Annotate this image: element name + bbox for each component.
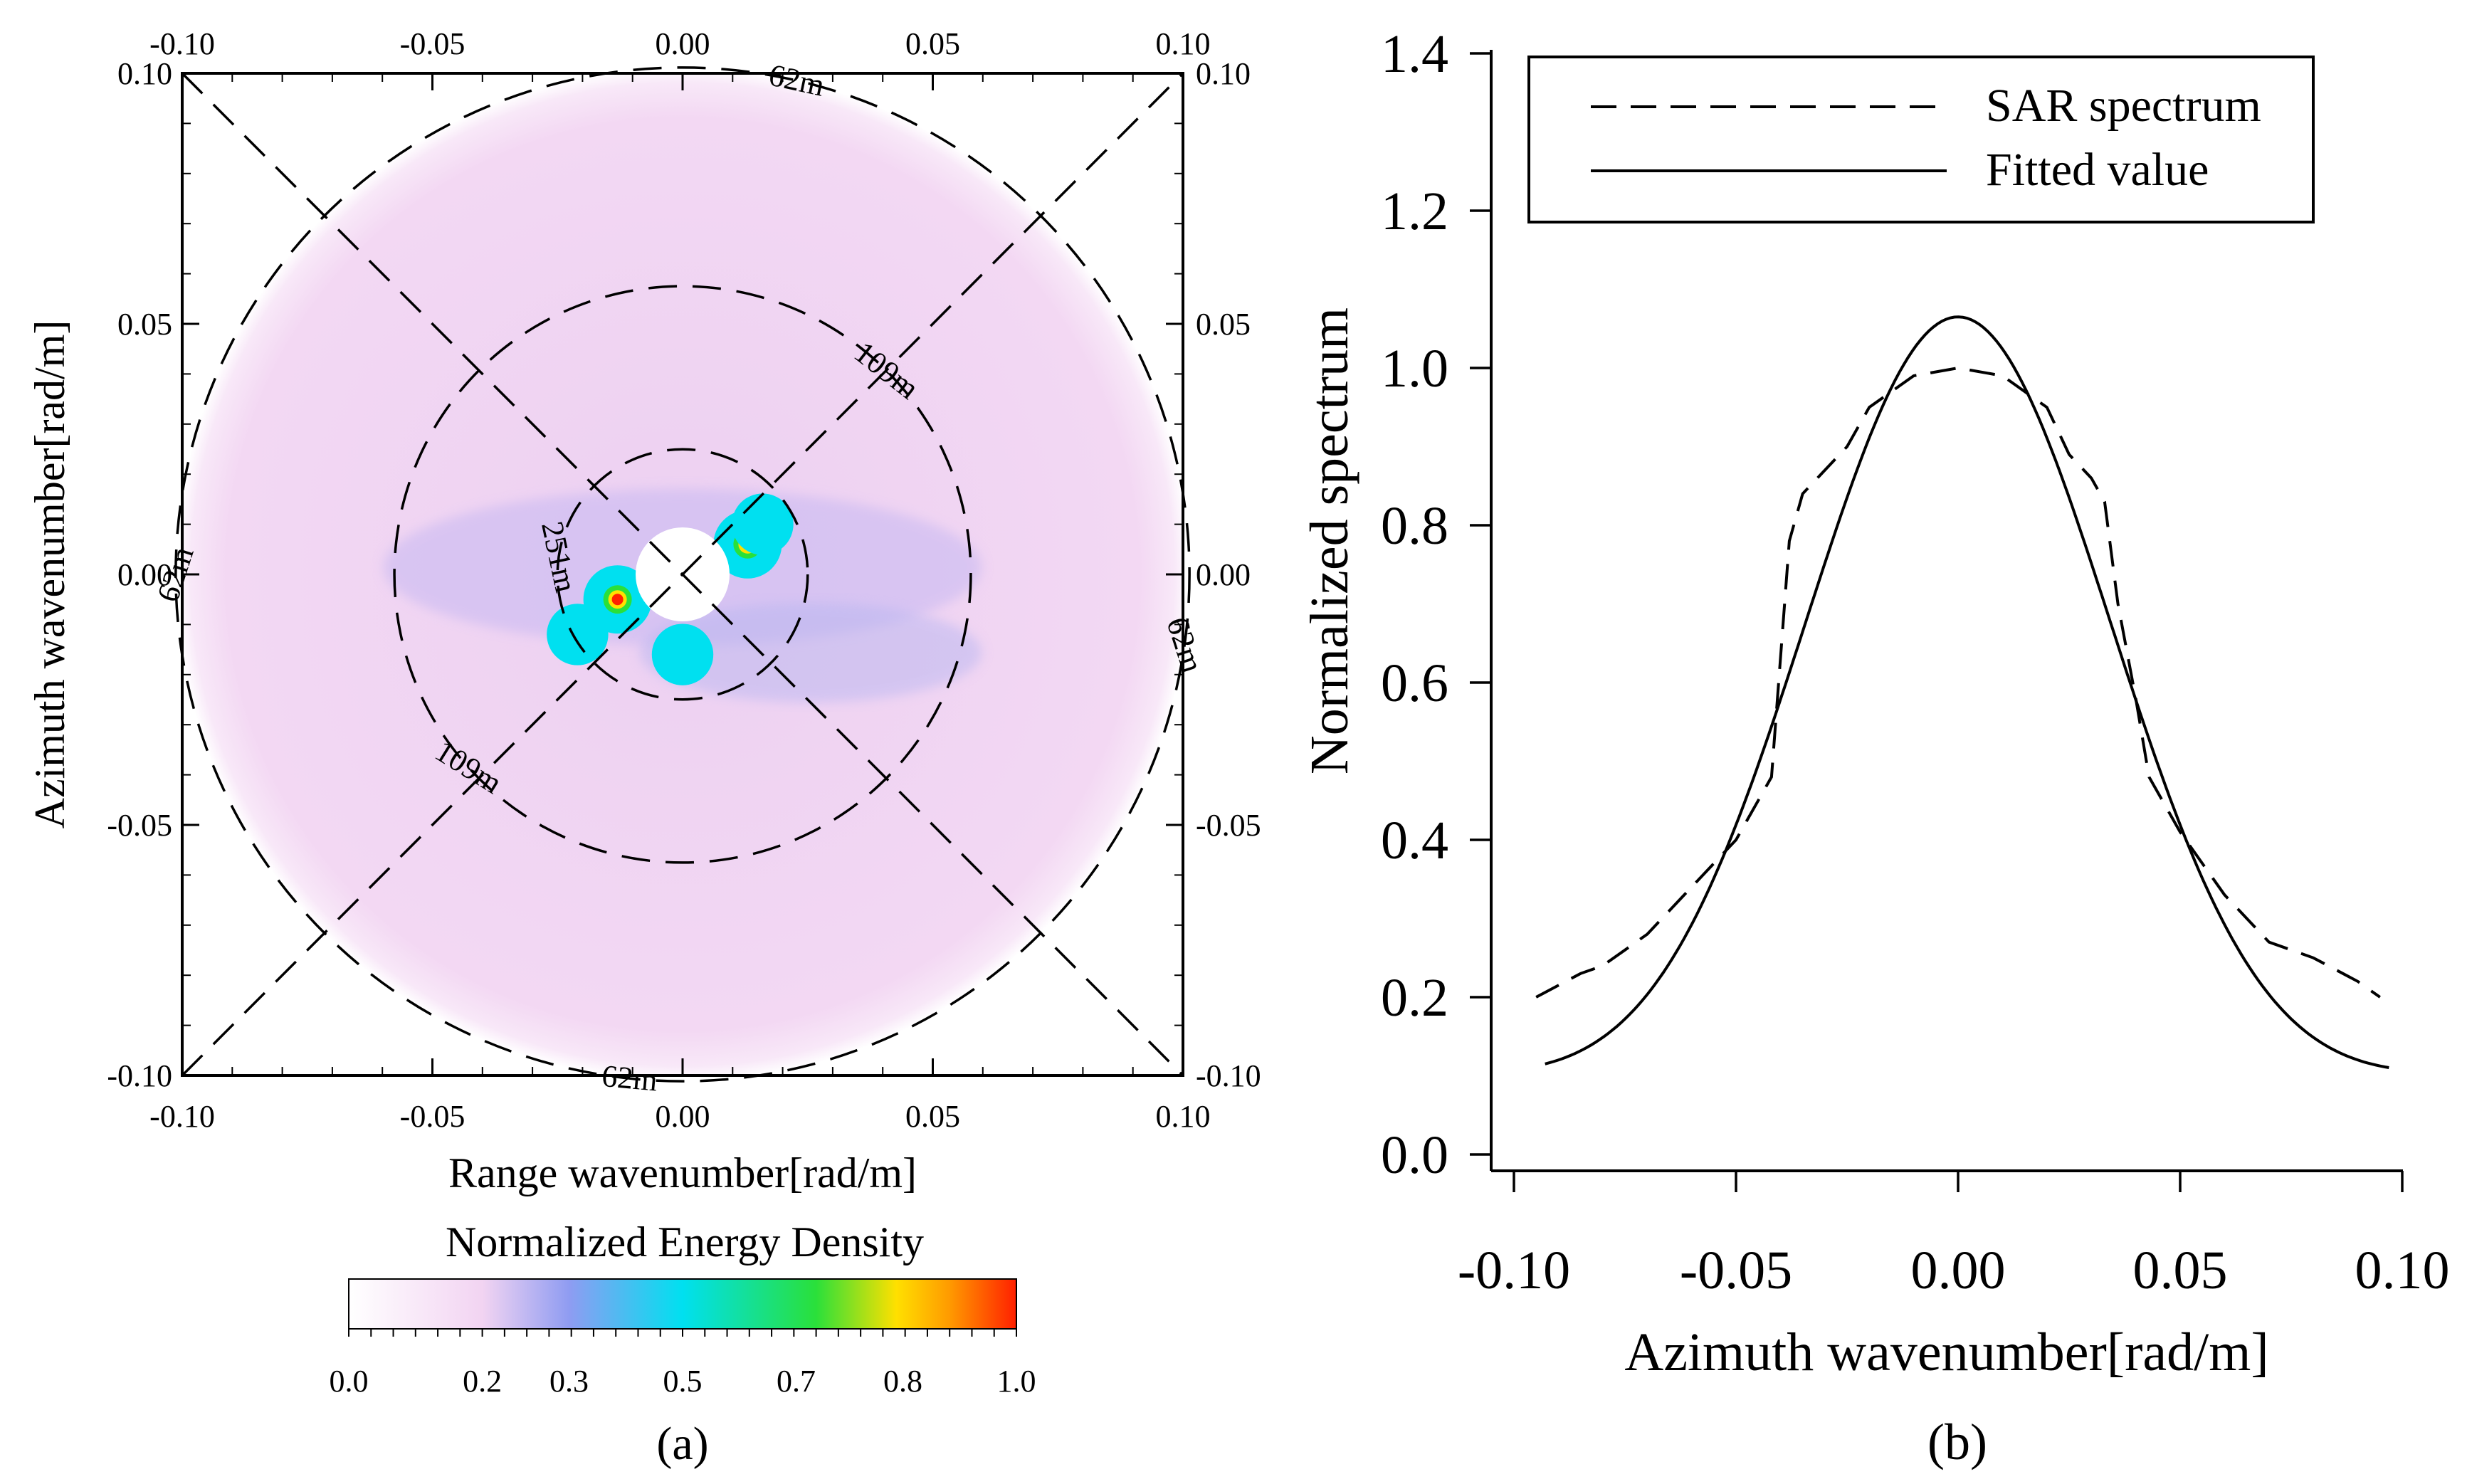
x-tick-label-top: -0.10 [149, 26, 215, 61]
colorbar-tick-label: 0.0 [330, 1364, 369, 1399]
y-tick-label: -0.10 [107, 1058, 172, 1093]
wavelength-circle [393, 285, 972, 864]
y-tick-label-right: -0.05 [1196, 808, 1261, 843]
series-fitted-value [1545, 315, 2389, 1069]
y-tick-label: 0.2 [1381, 968, 1448, 1028]
panel-a-label: (a) [656, 1418, 708, 1470]
heatmap-peak [651, 623, 714, 685]
colorbar-tick-label: 0.5 [663, 1364, 703, 1399]
y-tick-label-right: 0.10 [1196, 56, 1251, 91]
colorbar-tick-label: 1.0 [997, 1364, 1036, 1399]
legend-label-fitted: Fitted value [1986, 144, 2209, 196]
x-tick-label: 0.00 [1911, 1241, 2006, 1300]
colorbar-title: Normalized Energy Density [446, 1219, 924, 1265]
y-tick-label: 1.4 [1381, 24, 1448, 84]
colorbar-tick-label: 0.2 [463, 1364, 502, 1399]
panel-a-ticks: -0.10 -0.10 -0.05 -0.05 0.00 0.00 0.05 0.05 0.10… [107, 26, 1261, 1134]
x-tick-label: -0.10 [149, 1099, 215, 1134]
x-tick-label-top: 0.10 [1156, 26, 1211, 61]
x-tick-label: 0.00 [656, 1099, 710, 1134]
colorbar-tick-label: 0.7 [777, 1364, 816, 1399]
x-tick-label: 0.10 [1156, 1099, 1211, 1134]
y-tick-label: -0.05 [107, 808, 172, 843]
wavelength-circle [174, 66, 1191, 1083]
x-tick-label: -0.05 [400, 1099, 465, 1134]
panel-b-series [1535, 315, 2389, 1069]
circle-label: 62m [601, 1058, 659, 1098]
colorbar-tick-label: 0.8 [883, 1364, 922, 1399]
y-tick-label: 0.4 [1381, 811, 1448, 870]
x-tick-label: -0.10 [1458, 1241, 1570, 1300]
y-tick-label: 0.6 [1381, 653, 1448, 713]
panel-b-xlabel: Azimuth wavenumber[rad/m] [1624, 1322, 2268, 1382]
y-tick-label: 0.00 [117, 557, 172, 592]
legend-box [1527, 56, 2315, 223]
x-tick-label: -0.05 [1680, 1241, 1792, 1300]
y-tick-label-right: 0.00 [1196, 557, 1251, 592]
panel-b-line-chart: -0.10 -0.05 0.00 0.05 0.10 0.0 0.2 0.4 0.6 0.8 1.0… [1300, 24, 2450, 1470]
x-tick-label: 0.10 [2355, 1241, 2450, 1300]
heatmap-peak [547, 604, 609, 665]
y-tick-label: 0.05 [117, 307, 172, 342]
series-sar-spectrum [1535, 366, 2381, 999]
x-tick-label-top: -0.05 [400, 26, 465, 61]
colorbar-tick-label: 0.3 [549, 1364, 589, 1399]
legend: SAR spectrum Fitted value [1527, 56, 2315, 223]
diagonal-line [181, 72, 1184, 1077]
panel-b-ticks: -0.10 -0.05 0.00 0.05 0.10 0.0 0.2 0.4 0.6 0.8 1.0… [1381, 24, 2450, 1300]
y-tick-label-right: 0.05 [1196, 307, 1251, 342]
y-tick-label-right: -0.10 [1196, 1058, 1261, 1093]
panel-b-label: (b) [1927, 1414, 1987, 1470]
colorbar-ticks: 0.0 0.2 0.3 0.5 0.7 0.8 1.0 [330, 1329, 1036, 1399]
wavelength-circle [556, 448, 809, 701]
x-tick-label: 0.05 [2133, 1241, 2228, 1300]
y-tick-label: 0.8 [1381, 496, 1448, 556]
x-tick-label-top: 0.00 [656, 26, 710, 61]
y-tick-label: 1.0 [1381, 339, 1448, 399]
legend-label-sar: SAR spectrum [1986, 80, 2261, 132]
panel-a-ylabel: Azimuth wavenumber[rad/m] [26, 320, 73, 829]
energy-region [640, 603, 982, 702]
panel-b-ylabel: Normalized spectrum [1300, 307, 1359, 774]
y-tick-label: 0.0 [1381, 1125, 1448, 1185]
y-tick-label: 0.10 [117, 56, 172, 91]
y-tick-label: 1.2 [1381, 181, 1448, 241]
panel-a-xlabel: Range wavenumber[rad/m] [448, 1149, 917, 1196]
x-tick-label-top: 0.05 [905, 26, 960, 61]
colorbar [348, 1278, 1017, 1330]
x-tick-label: 0.05 [905, 1099, 960, 1134]
